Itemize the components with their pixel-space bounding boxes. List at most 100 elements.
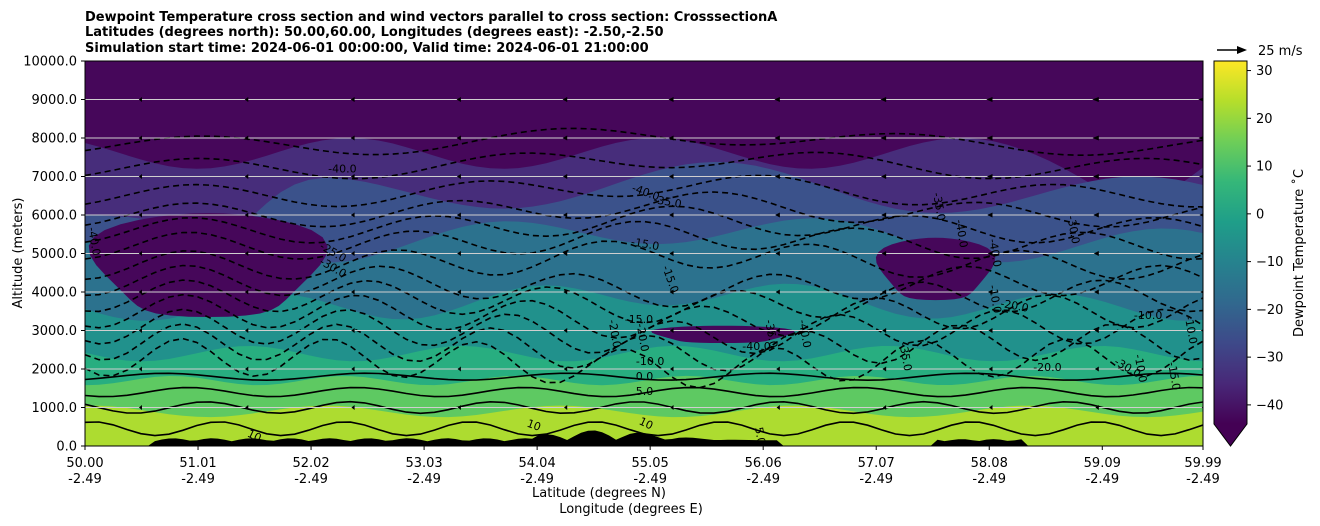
wind-vector bbox=[881, 251, 887, 256]
colorbar-tick-label: 30 bbox=[1256, 64, 1273, 79]
wind-vector bbox=[457, 405, 461, 410]
x-tick-label-lat: 50.00 bbox=[66, 456, 103, 471]
contour-label: -40.0 bbox=[85, 226, 103, 256]
contour-label: -40.0 bbox=[328, 163, 356, 176]
x-tick-label-lon: -2.49 bbox=[68, 472, 102, 487]
wind-vector bbox=[351, 251, 355, 256]
quiver-key-label: 25 m/s bbox=[1258, 44, 1303, 59]
wind-vector bbox=[881, 212, 887, 218]
y-axis: 0.0 1000.0 2000.0 3000.0 4000.0 5000.0 6000.0 7… bbox=[23, 55, 85, 455]
colorbar-extend-min bbox=[1214, 424, 1247, 446]
wind-vector bbox=[138, 328, 142, 333]
wind-vector bbox=[351, 289, 355, 295]
wind-vector bbox=[457, 366, 461, 372]
wind-vector bbox=[351, 328, 355, 333]
wind-vector bbox=[880, 174, 887, 179]
contour-label: -20.0 bbox=[999, 297, 1029, 315]
contour-dashed bbox=[85, 191, 1203, 228]
title-line-3: Simulation start time: 2024-06-01 00:00:… bbox=[85, 41, 649, 56]
contour-solid bbox=[85, 400, 1203, 415]
wind-vector bbox=[138, 174, 142, 179]
gridlines bbox=[85, 99, 1203, 408]
wind-vector bbox=[138, 97, 142, 102]
contour-label: -20.0 bbox=[634, 322, 652, 352]
x-tick-label-lon: -2.49 bbox=[407, 472, 441, 487]
wind-vector bbox=[564, 405, 568, 410]
wind-vector bbox=[988, 289, 993, 295]
wind-vector bbox=[1199, 174, 1203, 179]
colorbar-outline bbox=[1213, 60, 1248, 447]
wind-vector bbox=[669, 289, 674, 295]
wind-vector bbox=[456, 174, 461, 179]
wind-vector bbox=[457, 289, 461, 295]
contour-label: -20.0 bbox=[606, 319, 624, 349]
x-tick-label-lon: -2.49 bbox=[1186, 472, 1220, 487]
y-tick-label: 0.0 bbox=[56, 440, 77, 455]
contour-label: -35.0 bbox=[930, 192, 948, 222]
wind-vector bbox=[457, 328, 461, 333]
x-tick-label-lat: 57.07 bbox=[858, 456, 895, 471]
colorbar-tick-label: 20 bbox=[1256, 112, 1273, 127]
wind-vector bbox=[350, 135, 355, 141]
contour-label: -40.0 bbox=[986, 238, 1004, 268]
colorbar-tick-label: −20 bbox=[1256, 303, 1283, 318]
wind-vector bbox=[775, 289, 780, 295]
wind-vector bbox=[350, 212, 355, 218]
wind-vector bbox=[668, 97, 674, 102]
wind-vector bbox=[1094, 289, 1099, 295]
contour-dashed bbox=[85, 127, 1203, 157]
x-tick-label-lat: 55.05 bbox=[632, 456, 669, 471]
wind-vector bbox=[775, 251, 780, 256]
x-tick-label-lat: 54.04 bbox=[519, 456, 556, 471]
x-tick-label-lon: -2.49 bbox=[294, 472, 328, 487]
wind-vector bbox=[1094, 328, 1099, 333]
colorbar-fill bbox=[1214, 61, 1247, 424]
contour-label: -10.0 bbox=[1132, 353, 1150, 383]
plot-area: -40.0-40.0 -25.0-30.0-40.0-35.0-15.0-15.0… bbox=[85, 61, 1203, 448]
wind-vector bbox=[775, 212, 780, 218]
contour-dashed bbox=[85, 205, 1203, 244]
contour-dashed bbox=[85, 220, 1203, 261]
contour-label: 10 bbox=[592, 431, 610, 448]
x-axis: 50.00-2.4951.01-2.4952.02-2.4953.03-2.49… bbox=[66, 446, 1222, 487]
wind-vector bbox=[138, 405, 142, 410]
contour-label: -15.0 bbox=[630, 235, 660, 253]
colorbar-tick-label: 0 bbox=[1256, 207, 1264, 222]
contour-label: -35.0 bbox=[897, 342, 915, 372]
colorbar-tick-label: −40 bbox=[1256, 398, 1283, 413]
contour-label: 5.0 bbox=[752, 426, 768, 445]
wind-vector bbox=[245, 328, 249, 333]
wind-vector bbox=[670, 405, 674, 410]
contour-dashed bbox=[85, 279, 1203, 324]
contour-dashed bbox=[85, 337, 1203, 389]
y-tick-label: 4000.0 bbox=[32, 286, 78, 301]
x-tick-label-lat: 51.01 bbox=[179, 456, 216, 471]
wind-vector bbox=[244, 251, 249, 256]
wind-vector bbox=[987, 251, 993, 256]
contour-label: -40.0 bbox=[742, 340, 770, 353]
wind-vector bbox=[563, 289, 568, 295]
wind-vector bbox=[138, 289, 142, 295]
contour-label: -30.0 bbox=[1064, 215, 1082, 245]
quiver-key: 25 m/s bbox=[1217, 44, 1303, 59]
wind-vector bbox=[774, 135, 780, 141]
wind-vector bbox=[138, 135, 142, 141]
wind-vector bbox=[987, 212, 993, 218]
wind-vector bbox=[986, 135, 993, 141]
colorbar-label: Dewpoint Temperature ˚C bbox=[1291, 169, 1307, 337]
dry-pocket-west bbox=[88, 213, 328, 317]
contour-label: -20.0 bbox=[1033, 361, 1061, 374]
wind-vector bbox=[668, 135, 674, 141]
wind-vector bbox=[988, 328, 993, 333]
y-tick-label: 7000.0 bbox=[32, 170, 78, 185]
dewpoint-band-7 bbox=[85, 405, 1203, 446]
contour-label: -35.0 bbox=[652, 193, 682, 211]
contour-label: -40.0 bbox=[952, 218, 970, 248]
wind-vector bbox=[244, 212, 249, 218]
y-tick-label: 8000.0 bbox=[32, 132, 78, 147]
wind-vector bbox=[138, 212, 142, 218]
y-tick-label: 1000.0 bbox=[32, 401, 78, 416]
contour-dashed bbox=[85, 151, 1203, 180]
wind-vector bbox=[986, 174, 993, 179]
x-tick-label-lat: 53.03 bbox=[405, 456, 442, 471]
